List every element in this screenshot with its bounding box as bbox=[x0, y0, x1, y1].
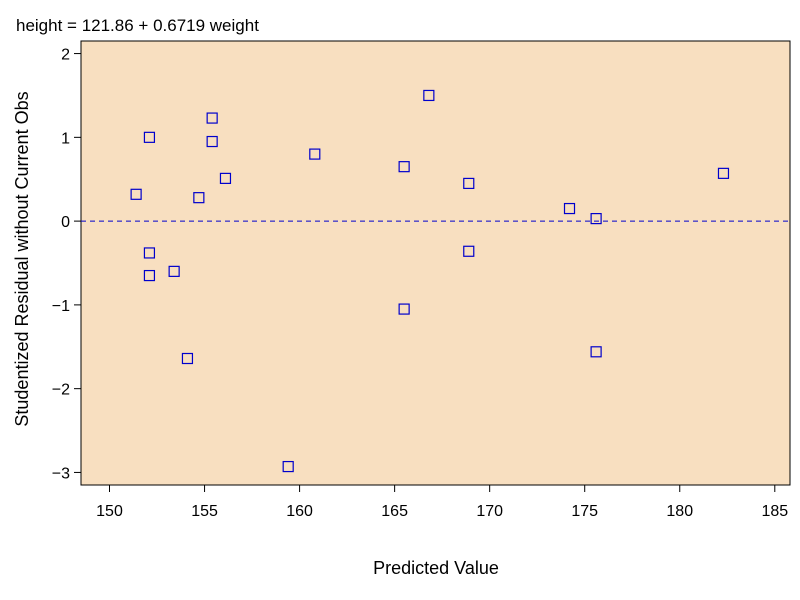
data-point bbox=[463, 177, 475, 190]
data-point bbox=[309, 148, 321, 160]
data-point bbox=[130, 188, 142, 200]
data-point bbox=[563, 202, 576, 215]
x-tick-label: 165 bbox=[381, 503, 408, 520]
plot-area bbox=[80, 40, 791, 486]
data-point bbox=[282, 460, 294, 473]
data-point bbox=[590, 346, 602, 358]
x-tick-label: 180 bbox=[666, 503, 693, 520]
data-point bbox=[398, 303, 410, 315]
data-point bbox=[463, 245, 475, 257]
x-tick-label: 170 bbox=[476, 503, 503, 520]
y-tick-label: 0 bbox=[61, 214, 70, 231]
data-point bbox=[168, 265, 180, 277]
data-point bbox=[206, 112, 218, 124]
y-axis-title: Studentized Residual without Current Obs bbox=[12, 91, 32, 426]
data-point bbox=[219, 172, 232, 184]
x-tick-label: 185 bbox=[761, 503, 788, 520]
data-point bbox=[423, 89, 435, 102]
y-tick-label: −1 bbox=[52, 298, 70, 315]
regression-equation: height = 121.86 + 0.6719 weight bbox=[16, 16, 259, 35]
y-axis: −3 −2 −1 0 1 2 bbox=[52, 47, 81, 482]
y-tick-label: 1 bbox=[61, 130, 70, 147]
data-point bbox=[143, 247, 156, 259]
y-tick-label: 2 bbox=[61, 47, 70, 64]
data-point bbox=[590, 213, 602, 225]
x-tick-label: 150 bbox=[96, 503, 123, 520]
y-tick-label: −2 bbox=[52, 382, 70, 399]
data-point bbox=[206, 135, 218, 148]
data-point bbox=[143, 269, 156, 282]
data-points bbox=[130, 89, 730, 473]
data-point bbox=[193, 192, 205, 204]
data-point bbox=[717, 167, 730, 179]
x-axis: 150 155 160 165 170 175 180 185 bbox=[96, 485, 788, 520]
data-point bbox=[398, 161, 410, 173]
x-axis-title: Predicted Value bbox=[373, 558, 499, 578]
x-tick-label: 155 bbox=[191, 503, 218, 520]
y-tick-label: −3 bbox=[52, 465, 70, 482]
data-point bbox=[181, 352, 194, 365]
x-tick-label: 175 bbox=[571, 503, 598, 520]
x-tick-label: 160 bbox=[286, 503, 313, 520]
data-point bbox=[143, 131, 156, 143]
